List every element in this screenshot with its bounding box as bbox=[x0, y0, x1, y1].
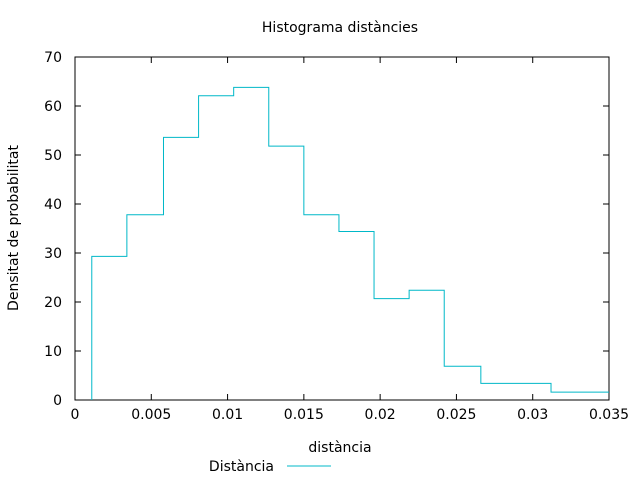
y-tick-label: 30 bbox=[44, 246, 62, 262]
y-tick-label: 60 bbox=[44, 99, 62, 115]
x-axis-ticks: 0 0.005 0.01 0.015 0.02 0.025 0.03 0.035 bbox=[71, 57, 629, 423]
x-tick-label: 0.01 bbox=[212, 407, 243, 423]
y-tick-label: 20 bbox=[44, 295, 62, 311]
y-axis-label: Densitat de probabilitat bbox=[6, 145, 22, 311]
y-tick-label: 40 bbox=[44, 197, 62, 213]
chart-title: Histograma distàncies bbox=[262, 20, 418, 36]
y-axis-ticks: 0 10 20 30 40 50 60 70 bbox=[44, 50, 609, 409]
x-tick-label: 0 bbox=[71, 407, 80, 423]
y-tick-label: 50 bbox=[44, 148, 62, 164]
plot-frame bbox=[74, 56, 610, 401]
x-axis-label: distància bbox=[308, 440, 371, 456]
x-tick-label: 0.02 bbox=[365, 407, 396, 423]
x-tick-label: 0.035 bbox=[589, 407, 629, 423]
legend-label: Distància bbox=[209, 459, 274, 475]
x-tick-label: 0.005 bbox=[131, 407, 171, 423]
x-tick-label: 0.03 bbox=[517, 407, 548, 423]
x-tick-label: 0.015 bbox=[284, 407, 324, 423]
legend: Distància bbox=[209, 459, 331, 475]
histogram-series-line bbox=[91, 86, 609, 400]
y-tick-label: 10 bbox=[44, 344, 62, 360]
y-tick-label: 0 bbox=[53, 393, 62, 409]
y-tick-label: 70 bbox=[44, 50, 62, 66]
x-tick-label: 0.025 bbox=[436, 407, 476, 423]
